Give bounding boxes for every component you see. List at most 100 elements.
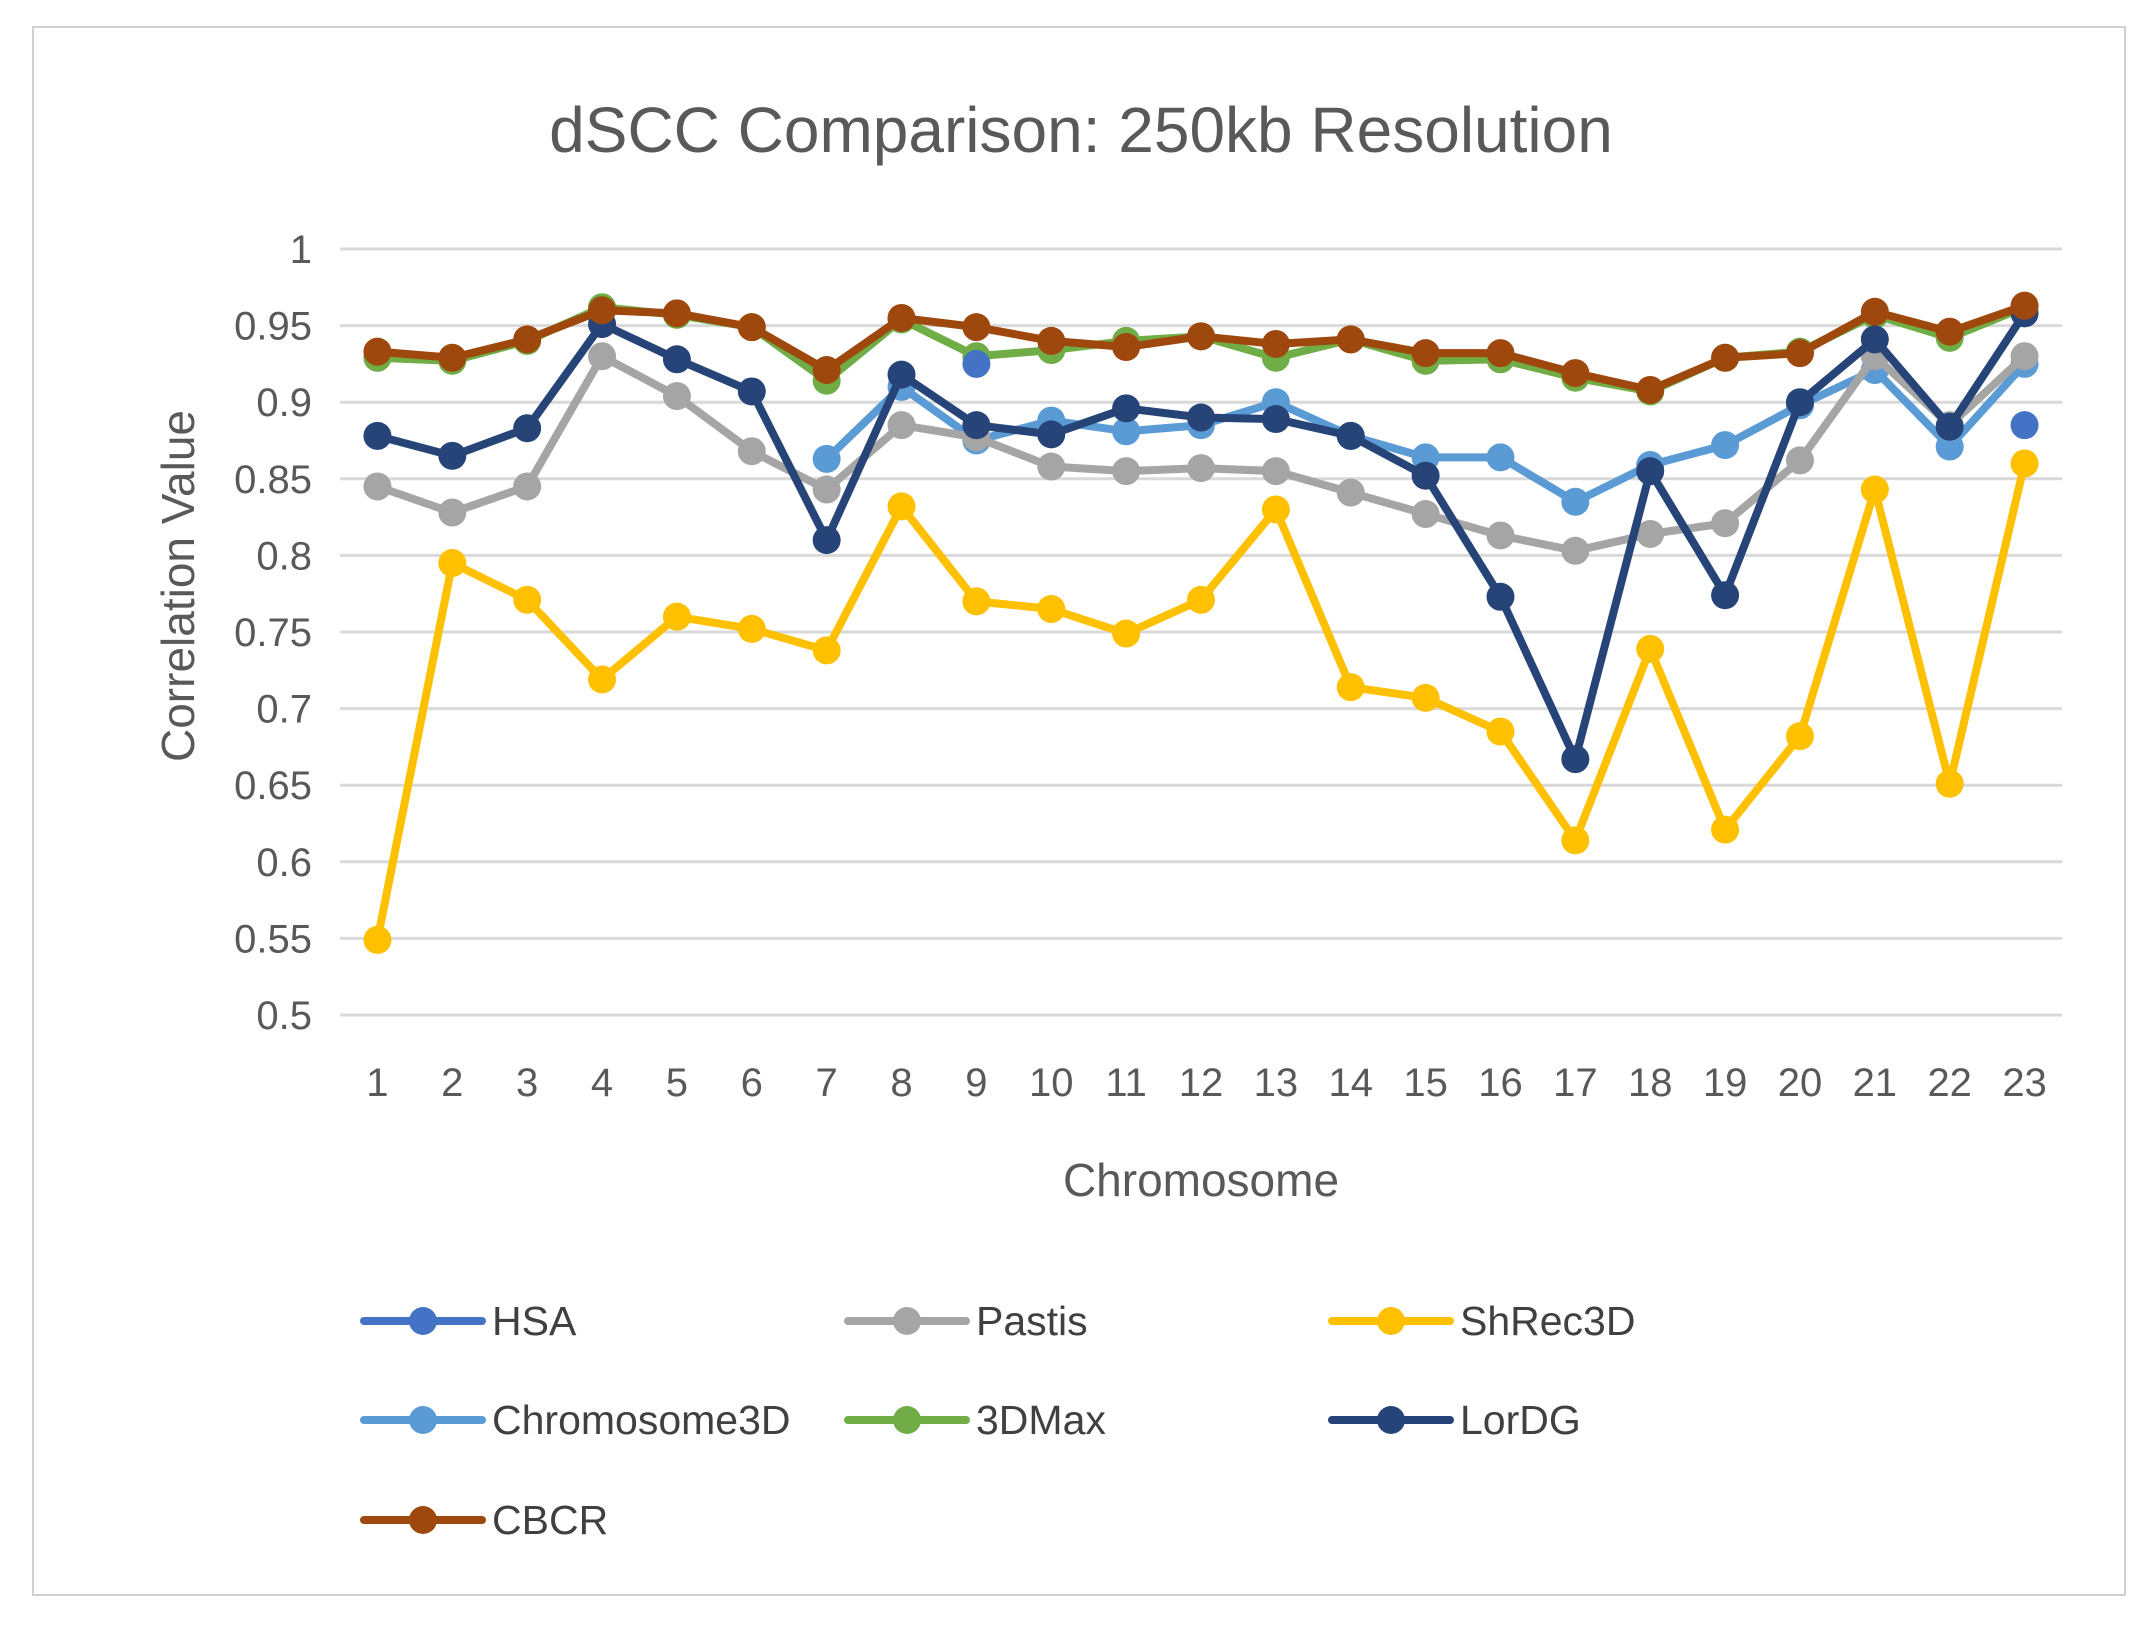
legend-marker (409, 1506, 437, 1534)
x-tick-label: 2 (441, 1061, 463, 1105)
data-point-hsa (962, 349, 991, 378)
series-shrec3d (363, 449, 2039, 954)
data-point-cbcr (363, 337, 392, 366)
data-point-cbcr (588, 296, 617, 325)
data-point-hsa (2010, 411, 2039, 440)
chart-frame: dSCC Comparison: 250kb Resolution 0.5 0.5… (32, 26, 2126, 1596)
x-axis-title: Chromosome (1063, 1154, 1339, 1206)
data-point-cbcr (1860, 297, 1889, 326)
data-point-cbcr (1561, 359, 1590, 388)
data-point-cbcr (1935, 317, 1964, 346)
legend-marker (409, 1307, 437, 1335)
data-point-pastis (1037, 452, 1066, 481)
chart-title: dSCC Comparison: 250kb Resolution (549, 94, 1613, 166)
data-point-pastis (1561, 536, 1590, 565)
x-tick-label: 1 (366, 1061, 388, 1105)
data-point-lordg (737, 377, 766, 406)
y-tick-label: 0.6 (256, 841, 312, 885)
data-point-lordg (1112, 394, 1141, 423)
y-tick-label: 0.75 (234, 611, 312, 655)
data-point-chromosome3d (1112, 417, 1141, 446)
data-point-shrec3d (1112, 619, 1141, 648)
x-tick-label: 8 (890, 1061, 912, 1105)
legend-item-chromosome3d: Chromosome3D (360, 1397, 791, 1443)
y-tick-label: 0.85 (234, 458, 312, 502)
data-point-chromosome3d (812, 444, 841, 473)
data-point-lordg (1785, 388, 1814, 417)
data-point-chromosome3d (1486, 443, 1515, 472)
data-point-cbcr (887, 303, 916, 332)
series-cbcr (363, 291, 2039, 404)
data-point-shrec3d (737, 614, 766, 643)
data-point-lordg (887, 360, 916, 389)
x-tick-label: 10 (1029, 1061, 1074, 1105)
data-point-pastis (887, 411, 916, 440)
data-point-pastis (513, 472, 542, 501)
data-point-lordg (1711, 581, 1740, 610)
legend-item-pastis: Pastis (844, 1298, 1088, 1344)
data-point-lordg (1636, 457, 1665, 486)
legend-label: Pastis (976, 1298, 1088, 1344)
data-point-shrec3d (1561, 826, 1590, 855)
x-tick-label: 18 (1628, 1061, 1673, 1105)
x-tick-label: 6 (741, 1061, 763, 1105)
legend-label: LorDG (1460, 1397, 1581, 1443)
data-point-shrec3d (1636, 634, 1665, 663)
data-point-pastis (438, 498, 467, 527)
data-point-shrec3d (662, 602, 691, 631)
legend-marker (1377, 1307, 1405, 1335)
series-line-shrec3d (373, 459, 2029, 944)
x-tick-label: 4 (591, 1061, 613, 1105)
data-point-cbcr (1411, 339, 1440, 368)
data-point-cbcr (2010, 291, 2039, 320)
legend-item-lordg: LorDG (1328, 1397, 1581, 1443)
data-point-lordg (662, 345, 691, 374)
data-point-cbcr (1336, 325, 1365, 354)
legend-item-shrec3d: ShRec3D (1328, 1298, 1635, 1344)
x-tick-label: 3 (516, 1061, 538, 1105)
data-point-lordg (438, 441, 467, 470)
data-point-shrec3d (887, 492, 916, 521)
data-point-shrec3d (1411, 683, 1440, 712)
y-axis-ticks: 0.5 0.55 0.6 0.65 0.7 0.75 0.8 0.85 0.9 0.95 1 (234, 228, 312, 1038)
data-point-lordg (1261, 405, 1290, 434)
data-point-cbcr (812, 356, 841, 385)
data-point-pastis (1112, 457, 1141, 486)
data-point-shrec3d (1336, 673, 1365, 702)
data-point-lordg (1486, 582, 1515, 611)
y-tick-label: 1 (290, 228, 312, 272)
data-point-cbcr (1187, 322, 1215, 351)
legend-item-cbcr: CBCR (360, 1497, 608, 1543)
data-point-shrec3d (1037, 595, 1066, 624)
data-point-pastis (363, 472, 392, 501)
x-tick-label: 23 (2002, 1061, 2047, 1105)
legend-label: CBCR (492, 1497, 608, 1543)
y-tick-label: 0.95 (234, 305, 312, 349)
y-axis-title: Correlation Value (152, 410, 204, 762)
data-point-shrec3d (438, 549, 467, 578)
x-tick-label: 12 (1179, 1061, 1224, 1105)
y-tick-label: 0.8 (256, 534, 312, 578)
x-tick-label: 5 (666, 1061, 688, 1105)
x-tick-label: 7 (816, 1061, 838, 1105)
data-point-cbcr (1037, 326, 1066, 355)
y-tick-label: 0.65 (234, 764, 312, 808)
data-point-shrec3d (1935, 769, 1964, 798)
x-tick-label: 22 (1927, 1061, 1972, 1105)
data-point-shrec3d (363, 925, 392, 954)
data-point-lordg (1935, 412, 1964, 441)
x-tick-label: 15 (1403, 1061, 1448, 1105)
data-point-shrec3d (1486, 717, 1515, 746)
y-tick-label: 0.7 (256, 688, 312, 732)
data-point-cbcr (962, 313, 991, 342)
data-point-pastis (588, 342, 617, 371)
data-point-chromosome3d (1711, 431, 1740, 460)
data-point-cbcr (1486, 339, 1515, 368)
series-pastis (363, 342, 2039, 565)
data-point-shrec3d (2010, 449, 2039, 478)
series-group (363, 291, 2039, 954)
data-point-cbcr (1711, 343, 1740, 372)
data-point-cbcr (1261, 329, 1290, 358)
data-point-cbcr (662, 299, 691, 328)
data-point-pastis (812, 475, 841, 504)
